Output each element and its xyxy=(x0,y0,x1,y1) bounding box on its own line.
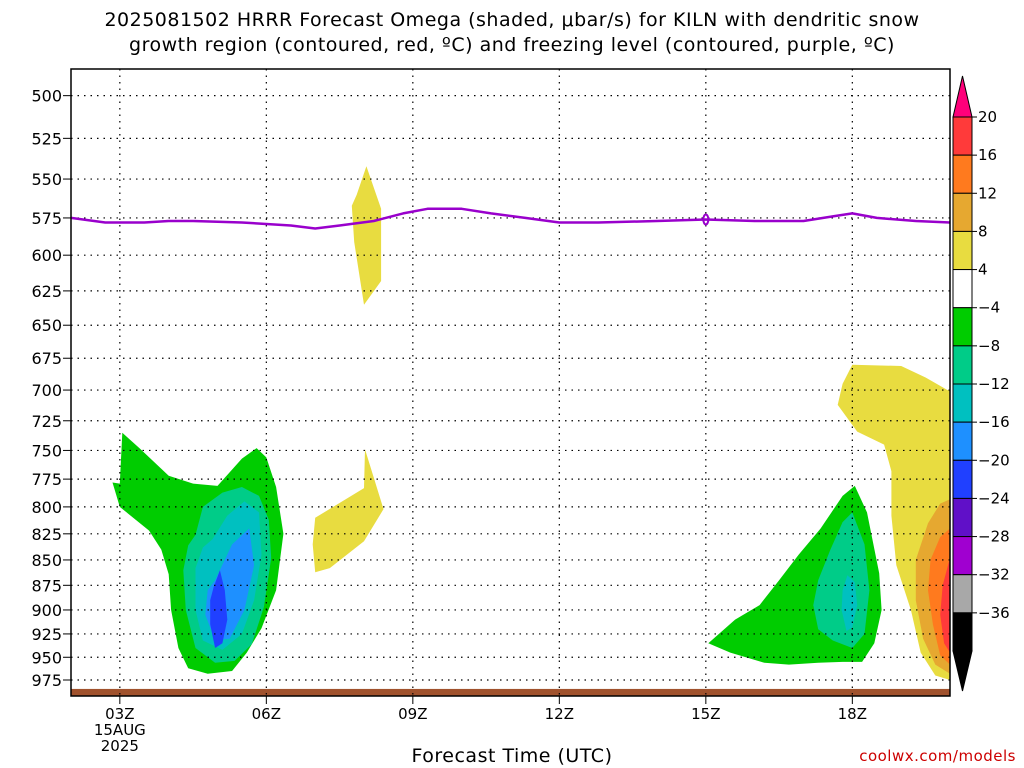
x-tick-label: 09Z xyxy=(398,705,427,723)
colorbar-label: −16 xyxy=(978,413,1010,431)
site-credit: coolwx.com/models xyxy=(859,747,1016,765)
colorbar-bottom-arrow xyxy=(952,650,973,692)
omega-region-13 xyxy=(841,575,858,632)
colorbar-label: 16 xyxy=(978,146,997,164)
y-tick-label: 625 xyxy=(31,282,62,301)
colorbar-band xyxy=(952,345,973,385)
colorbar-label: −28 xyxy=(978,528,1010,546)
colorbar-top-arrow xyxy=(952,75,973,118)
y-tick-label: 775 xyxy=(31,470,62,489)
x-tick-label: 06Z xyxy=(252,705,281,723)
colorbar-band xyxy=(952,459,973,499)
colorbar-band xyxy=(952,421,973,461)
omega-region-10 xyxy=(940,557,950,653)
y-tick-label: 800 xyxy=(31,498,62,517)
omega-shading xyxy=(71,166,950,696)
colorbar-label: −12 xyxy=(978,375,1010,393)
colorbar-band xyxy=(952,269,973,309)
ground-strip xyxy=(71,688,950,696)
omega-region-1 xyxy=(312,449,384,573)
colorbar-band xyxy=(952,307,973,347)
colorbar-label: −4 xyxy=(978,299,1000,317)
colorbar-label: 12 xyxy=(978,184,997,202)
x-tick-label: 18Z xyxy=(838,705,867,723)
omega-region-12 xyxy=(813,512,870,648)
y-tick-label: 850 xyxy=(31,551,62,570)
x-axis-title: Forecast Time (UTC) xyxy=(411,745,613,767)
colorbar-label: −24 xyxy=(978,489,1010,507)
y-tick-label: 500 xyxy=(31,87,62,106)
y-tick-label: 600 xyxy=(31,246,62,265)
colorbar-band xyxy=(952,192,973,232)
y-tick-label: 825 xyxy=(31,525,62,544)
freezing-level-line xyxy=(71,207,950,230)
y-tick-label: 525 xyxy=(31,129,62,148)
colorbar-band xyxy=(952,574,973,614)
colorbar-label: −20 xyxy=(978,451,1010,469)
y-tick-label: 675 xyxy=(31,349,62,368)
chart-title: 2025081502 HRRR Forecast Omega (shaded, … xyxy=(0,8,1024,58)
colorbar-band xyxy=(952,497,973,538)
y-tick-label: 900 xyxy=(31,601,62,620)
y-tick-label: 875 xyxy=(31,576,62,595)
plot-frame xyxy=(70,68,951,697)
y-tick-label: 650 xyxy=(31,316,62,335)
colorbar: 20 16 12 8 4 −4 −8 −12 −16 −20 −24 −28 −32 −36 xyxy=(952,75,1010,692)
x-tick-label: 15Z xyxy=(691,705,720,723)
x-tick-label: 12Z xyxy=(545,705,574,723)
colorbar-band xyxy=(952,230,973,271)
colorbar-label: −8 xyxy=(978,337,1000,355)
colorbar-label: −36 xyxy=(978,604,1010,622)
grid-lines xyxy=(71,69,950,696)
y-tick-label: 950 xyxy=(31,648,62,667)
x-tick-sublabel: 2025 xyxy=(101,737,139,755)
colorbar-band xyxy=(952,612,973,652)
colorbar-label: 8 xyxy=(978,222,988,240)
y-tick-label: 725 xyxy=(31,412,62,431)
colorbar-label: 4 xyxy=(978,261,988,279)
x-tick-sublabel: 15AUG xyxy=(94,721,146,739)
colorbar-label: 20 xyxy=(978,108,997,126)
colorbar-band xyxy=(952,116,973,156)
x-tick-label: 03Z xyxy=(105,705,134,723)
title-line-2: growth region (contoured, red, ºC) and f… xyxy=(129,34,895,56)
colorbar-band xyxy=(952,536,973,576)
y-tick-label: 700 xyxy=(31,381,62,400)
omega-region-6 xyxy=(210,570,228,648)
y-tick-label: 550 xyxy=(31,170,62,189)
colorbar-band xyxy=(952,383,973,423)
freezing-level-layer xyxy=(71,207,950,230)
y-tick-label: 750 xyxy=(31,441,62,460)
colorbar-label: −32 xyxy=(978,566,1010,584)
freezing-level-label-marker xyxy=(702,213,710,226)
colorbar-band xyxy=(952,154,973,194)
y-axis: 500 525 550 575 600 625 650 675 700 725 750 775 800 8… xyxy=(31,87,71,690)
omega-region-0 xyxy=(351,166,382,305)
y-tick-label: 975 xyxy=(31,671,62,690)
title-line-1: 2025081502 HRRR Forecast Omega (shaded, … xyxy=(104,9,920,31)
y-tick-label: 575 xyxy=(31,209,62,228)
y-tick-label: 925 xyxy=(31,625,62,644)
